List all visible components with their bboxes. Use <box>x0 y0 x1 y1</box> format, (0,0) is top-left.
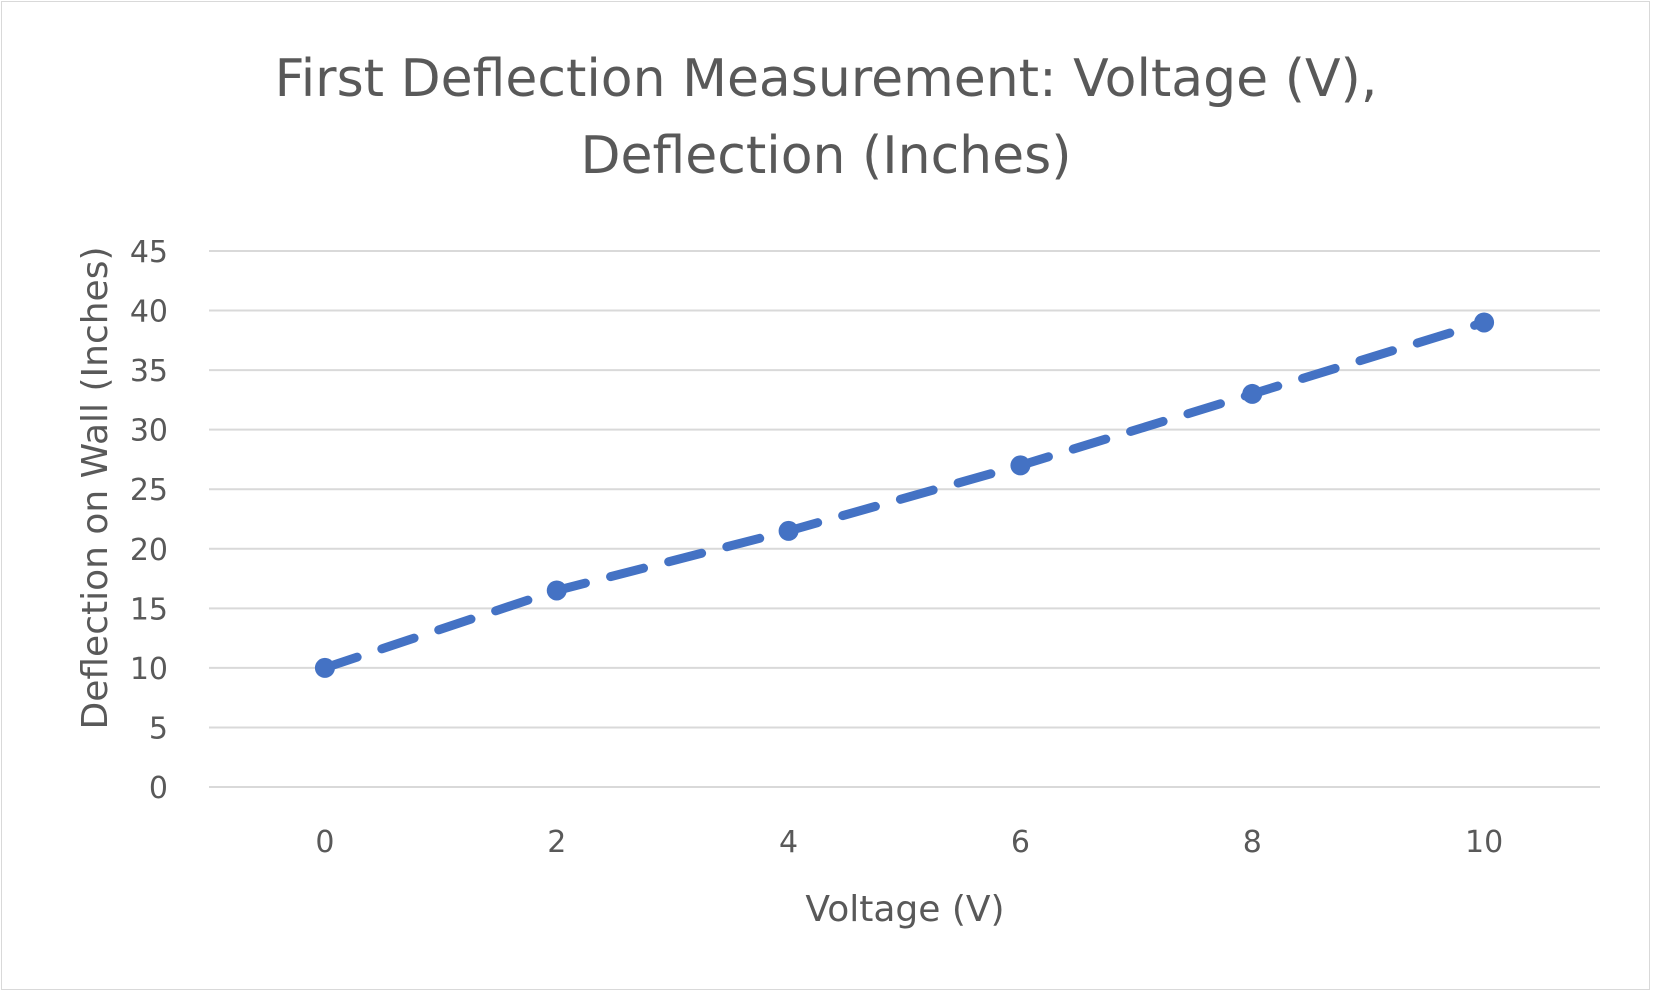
y-axis-label: Deflection on Wall (Inches) <box>75 246 116 729</box>
chart-title-line-2: Deflection (Inches) <box>580 126 1071 186</box>
y-tick-label: 25 <box>130 473 168 508</box>
y-tick-label: 5 <box>149 711 168 746</box>
y-tick-label: 30 <box>130 414 168 449</box>
x-tick-label: 10 <box>1465 825 1503 860</box>
data-point <box>1242 383 1263 404</box>
y-tick-label: 10 <box>130 652 168 687</box>
chart-title-line-1: First Deflection Measurement: Voltage (V… <box>275 49 1378 109</box>
y-tick-label: 35 <box>130 354 168 389</box>
series-line <box>320 317 1489 673</box>
x-tick-label: 4 <box>779 825 798 860</box>
y-tick-label: 0 <box>149 771 168 806</box>
data-point <box>1474 312 1495 333</box>
y-tick-label: 20 <box>130 533 168 568</box>
data-point <box>1010 455 1031 476</box>
x-axis-label: Voltage (V) <box>805 889 1004 930</box>
y-tick-label: 15 <box>130 592 168 627</box>
data-point <box>314 657 335 678</box>
data-point <box>778 520 799 541</box>
y-tick-label: 40 <box>130 295 168 330</box>
x-tick-label: 2 <box>547 825 566 860</box>
x-tick-label: 0 <box>315 825 334 860</box>
y-tick-label: 45 <box>130 235 168 270</box>
data-point <box>546 580 567 601</box>
x-tick-label: 8 <box>1243 825 1262 860</box>
x-tick-label: 6 <box>1011 825 1030 860</box>
